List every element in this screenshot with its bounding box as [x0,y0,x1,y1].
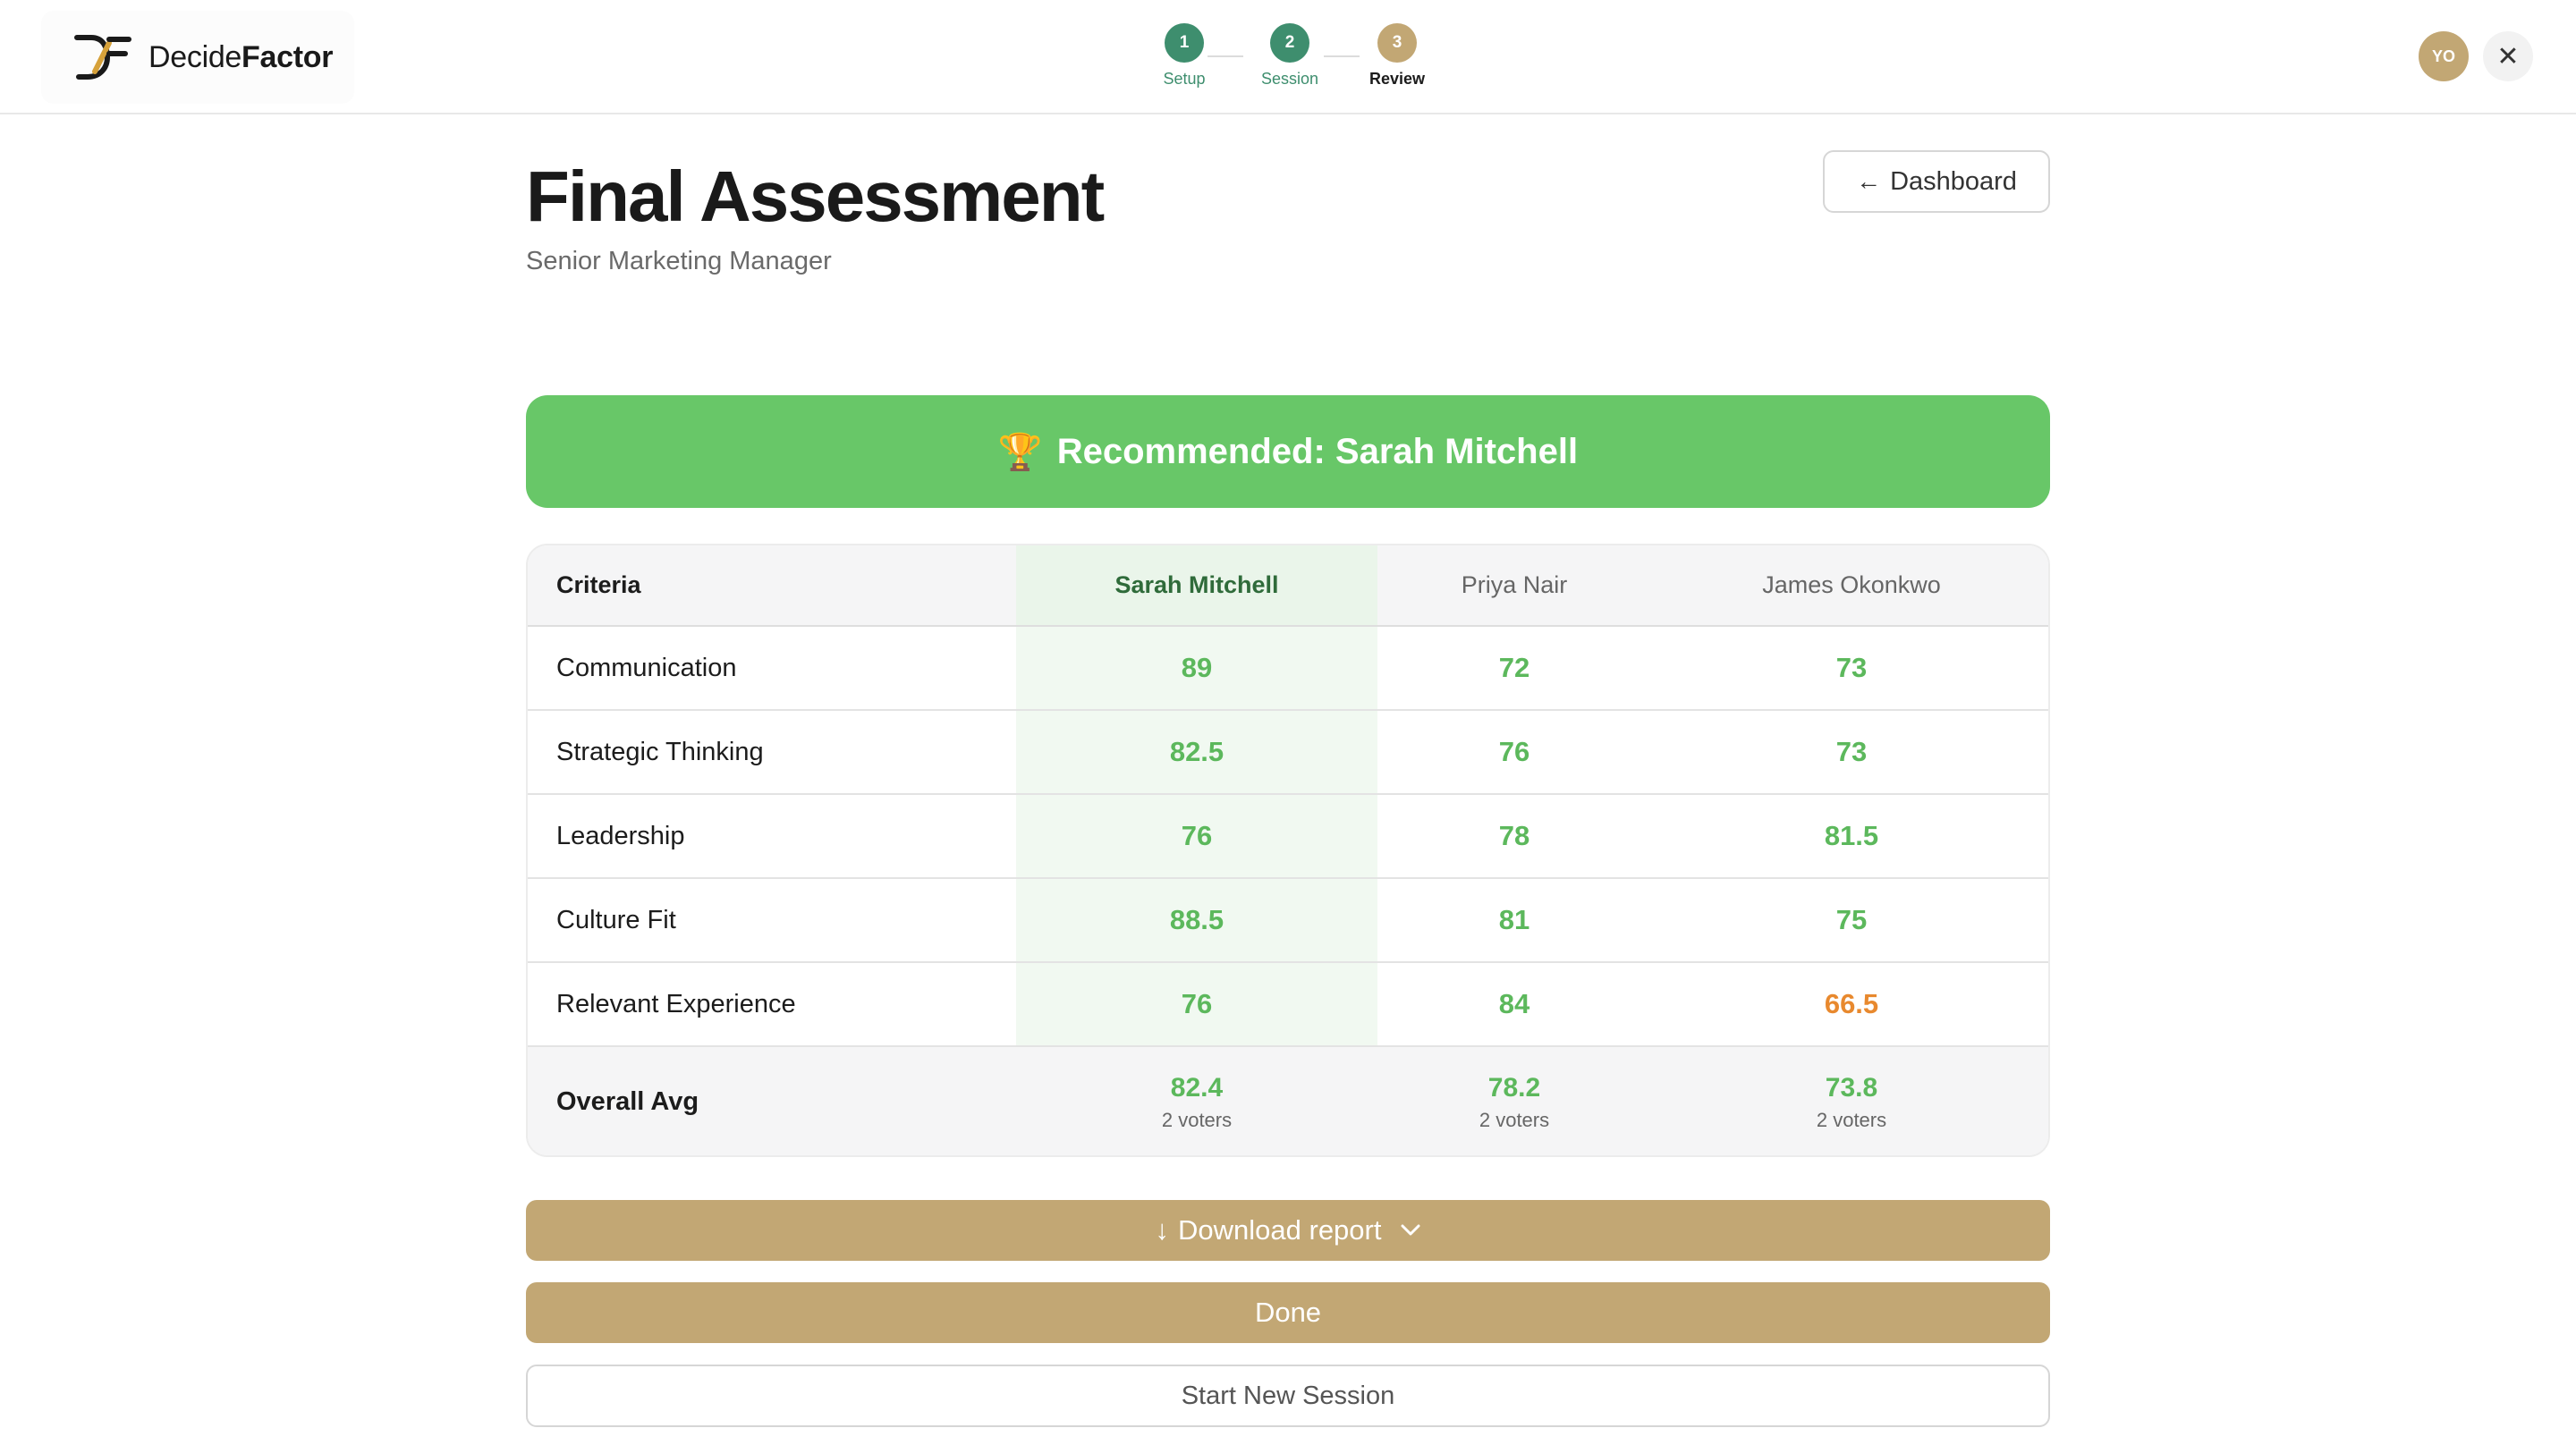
candidate-header: Sarah Mitchell [1016,545,1377,627]
criterion-label: Leadership [528,794,1016,879]
score-cell-warning: 66.5 [1651,962,2048,1047]
voter-count: 2 voters [1479,1108,1550,1131]
table-row: Strategic Thinking 82.5 76 73 [528,710,2048,795]
score-table-card: Criteria Sarah Mitchell Priya Nair James… [526,544,2050,1157]
overall-average: 73.8 [1825,1072,1878,1103]
criterion-label: Strategic Thinking [528,710,1016,795]
dashboard-button-label: Dashboard [1890,166,2017,196]
score-cell: 78 [1377,794,1651,879]
candidate-header: Priya Nair [1377,545,1651,627]
score-cell: 88.5 [1016,878,1377,963]
score-cell: 76 [1377,710,1651,795]
criteria-header: Criteria [528,545,1016,627]
progress-stepper: 1 Setup 2 Session 3 Review [1148,23,1435,91]
overall-cell: 78.2 2 voters [1377,1046,1651,1155]
score-cell: 75 [1651,878,2048,963]
score-cell: 84 [1377,962,1651,1047]
overall-cell: 82.4 2 voters [1016,1046,1377,1155]
score-cell: 82.5 [1016,710,1377,795]
page-title: Final Assessment [526,156,1105,236]
criterion-label: Culture Fit [528,878,1016,963]
overall-cell: 73.8 2 voters [1651,1046,2048,1155]
brand-logo[interactable]: DecideFactor [41,11,354,104]
dashboard-button[interactable]: ← Dashboard [1823,150,2050,213]
voter-count: 2 voters [1816,1108,1887,1131]
score-cell: 73 [1651,626,2048,711]
user-avatar[interactable]: YO [2419,31,2469,81]
stepper-connector [1208,55,1243,57]
overall-average: 82.4 [1170,1072,1224,1103]
trophy-icon: 🏆 [997,432,1043,472]
decidefactor-logo-icon [74,35,131,80]
table-row: Communication 89 72 73 [528,626,2048,711]
score-cell: 81 [1377,878,1651,963]
criterion-label: Communication [528,626,1016,711]
score-table: Criteria Sarah Mitchell Priya Nair James… [528,545,2048,1155]
score-cell: 76 [1016,794,1377,879]
close-icon: ✕ [2496,41,2520,72]
table-row: Relevant Experience 76 84 66.5 [528,962,2048,1047]
score-cell: 81.5 [1651,794,2048,879]
recommendation-banner: 🏆 Recommended: Sarah Mitchell [526,395,2050,508]
top-bar: DecideFactor 1 Setup 2 Session 3 Review … [0,0,2576,114]
download-arrow-icon: ↓ [1155,1214,1170,1246]
step-number: 1 [1165,23,1204,63]
candidate-header: James Okonkwo [1651,545,2048,627]
score-cell: 89 [1016,626,1377,711]
table-header-row: Criteria Sarah Mitchell Priya Nair James… [528,545,2048,627]
criterion-label: Relevant Experience [528,962,1016,1047]
step-review[interactable]: 3 Review [1361,23,1433,89]
chevron-down-icon [1401,1218,1420,1243]
done-button[interactable]: Done [526,1282,2050,1343]
score-cell: 72 [1377,626,1651,711]
step-number: 2 [1270,23,1309,63]
page-subtitle: Senior Marketing Manager [526,247,832,275]
step-label: Session [1260,70,1319,88]
download-report-label: Download report [1178,1214,1382,1246]
score-cell: 76 [1016,962,1377,1047]
start-new-session-button[interactable]: Start New Session [526,1365,2050,1427]
voter-count: 2 voters [1161,1108,1233,1131]
recommendation-text: Recommended: Sarah Mitchell [1056,431,1579,471]
table-row: Leadership 76 78 81.5 [528,794,2048,879]
overall-average-row: Overall Avg 82.4 2 voters 78.2 2 voters … [528,1046,2048,1155]
overall-average: 78.2 [1487,1072,1541,1103]
stepper-connector [1324,55,1360,57]
arrow-left-icon: ← [1856,167,1882,195]
step-session[interactable]: 2 Session [1254,23,1326,89]
table-row: Culture Fit 88.5 81 75 [528,878,2048,963]
step-setup[interactable]: 1 Setup [1148,23,1220,89]
step-label: Review [1368,70,1426,88]
download-report-button[interactable]: ↓ Download report [526,1200,2050,1261]
score-cell: 73 [1651,710,2048,795]
step-number: 3 [1377,23,1417,63]
step-label: Setup [1163,70,1206,88]
overall-label: Overall Avg [556,1087,699,1116]
brand-name: DecideFactor [148,39,334,74]
close-button[interactable]: ✕ [2483,31,2533,81]
